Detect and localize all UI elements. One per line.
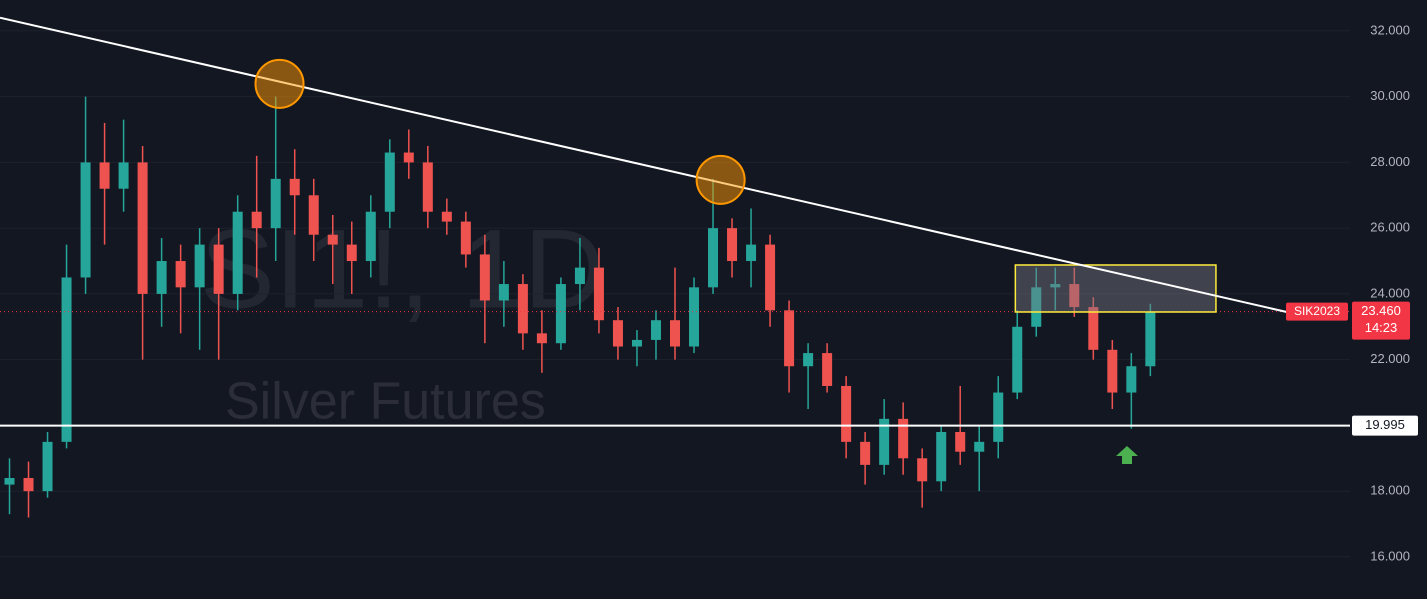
price-axis <box>1350 0 1427 599</box>
arrow-up <box>1116 446 1138 464</box>
candle-body <box>460 221 471 255</box>
candle-body <box>803 353 814 367</box>
candle-body <box>650 320 661 340</box>
candle-body <box>536 333 547 344</box>
candle-body <box>346 244 357 262</box>
candle-body <box>708 228 719 288</box>
watermark-symbol: SI1!, 1D <box>200 207 605 332</box>
candle-body <box>175 261 186 288</box>
candle-body <box>974 441 985 452</box>
y-tick-label: 32.000 <box>1370 22 1410 37</box>
watermark-name: Silver Futures <box>225 373 546 431</box>
candle-body <box>517 284 528 334</box>
candle-body <box>137 162 148 294</box>
price-label: 23.460 <box>1361 303 1401 318</box>
candle-body <box>23 478 34 492</box>
trendline <box>0 16 1292 314</box>
candle-body <box>4 478 15 485</box>
candle-body <box>841 385 852 442</box>
candle-body <box>308 195 319 235</box>
symbol-label-bg <box>1286 302 1348 321</box>
candle-body <box>1145 311 1156 367</box>
candle-body <box>670 320 680 347</box>
candle-body <box>232 211 243 294</box>
price-label-bg <box>1352 301 1410 340</box>
candle-body <box>593 267 604 321</box>
candle-body <box>327 234 338 245</box>
y-tick-label: 18.000 <box>1370 483 1410 498</box>
candle-body <box>251 211 262 229</box>
candle-body <box>1012 326 1023 393</box>
y-tick-label: 26.000 <box>1370 220 1410 235</box>
candle-body <box>936 431 947 482</box>
candle-body <box>860 441 871 465</box>
highlight-circle <box>695 154 746 205</box>
candle-body <box>403 152 414 163</box>
candle-body <box>118 162 129 189</box>
candle-body <box>898 418 909 459</box>
candle-body <box>574 267 585 285</box>
candle-body <box>631 339 642 347</box>
candle-body <box>955 431 966 452</box>
highlight-circle <box>254 58 305 109</box>
candle-body <box>765 244 776 311</box>
candle-body <box>993 392 1004 442</box>
y-tick-label: 28.000 <box>1370 154 1410 169</box>
candle-body <box>99 162 110 189</box>
candle-body <box>1088 307 1099 350</box>
candle-body <box>727 228 738 262</box>
candle-body <box>1069 284 1080 308</box>
candle-body <box>42 441 53 492</box>
candle-body <box>441 211 452 222</box>
candle-body <box>422 162 433 212</box>
candle-body <box>156 261 167 294</box>
countdown-label: 14:23 <box>1365 320 1398 335</box>
candle-body <box>1107 349 1118 393</box>
y-tick-label: 30.000 <box>1370 88 1410 103</box>
candle-body <box>384 152 395 212</box>
candle-body <box>1126 366 1137 393</box>
hline-label: 19.995 <box>1365 417 1405 432</box>
candle-body <box>917 458 928 482</box>
symbol-label: SIK2023 <box>1294 304 1340 318</box>
candle-body <box>612 320 623 347</box>
candle-body <box>784 310 795 367</box>
candle-body <box>689 287 700 347</box>
y-tick-label: 22.000 <box>1370 351 1410 366</box>
y-tick-label: 24.000 <box>1370 285 1410 300</box>
candle-body <box>270 178 281 229</box>
candle-body <box>80 162 91 278</box>
candle-body <box>1050 284 1061 288</box>
plot: SI1!, 1D Silver Futures <box>200 207 605 431</box>
candle-body <box>365 211 376 262</box>
candle-body <box>555 284 566 344</box>
candle-body <box>498 284 509 301</box>
candle-body <box>746 244 757 262</box>
candle-body <box>822 353 833 386</box>
candle-body <box>1031 287 1042 327</box>
candle-body <box>289 178 300 196</box>
candle-body <box>213 244 224 294</box>
candle-body <box>61 277 72 442</box>
y-tick-label: 16.000 <box>1370 548 1410 563</box>
candle-body <box>194 244 205 288</box>
candle-body <box>479 254 490 301</box>
hline-label-bg <box>1352 415 1418 436</box>
candle-body <box>879 418 890 465</box>
